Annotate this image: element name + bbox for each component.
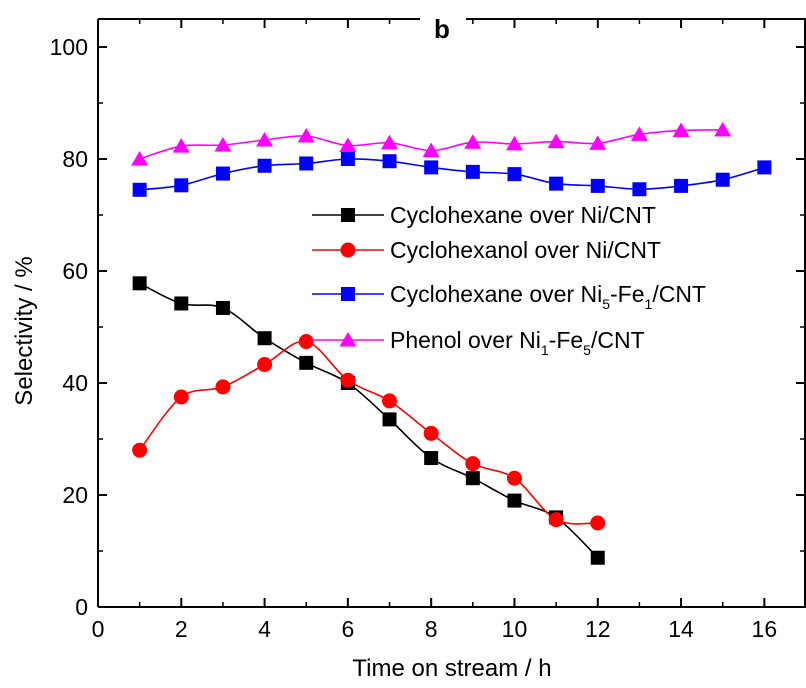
- series-3-point-8: [424, 160, 438, 174]
- series-3-point-5: [299, 156, 313, 170]
- series-2-point-9: [465, 456, 480, 471]
- x-axis-title: Time on stream / h: [352, 655, 551, 682]
- series-line-1: [140, 283, 598, 557]
- series-1-point-4: [258, 331, 272, 345]
- series-3-point-4: [258, 159, 272, 173]
- x-tick-label-9: 16: [752, 616, 778, 642]
- series-4-point-1: [131, 151, 148, 166]
- y-tick-label-3: 40: [62, 370, 88, 396]
- series-2-point-4: [257, 357, 272, 372]
- series-3-point-16: [757, 160, 771, 174]
- series-3-point-11: [549, 177, 563, 191]
- axes: [98, 19, 806, 607]
- x-tick-label-4: 6: [341, 616, 354, 642]
- series-3-point-9: [466, 165, 480, 179]
- legend-entry-2-marker: [341, 243, 356, 258]
- series-2-point-10: [507, 471, 522, 486]
- y-tick-label-5: 80: [62, 146, 88, 172]
- series-3-point-14: [674, 179, 688, 193]
- legend-entry-2-label: Cyclohexanol over Ni/CNT: [390, 237, 661, 263]
- series-2-point-1: [132, 443, 147, 458]
- y-tick-label-1: 0: [75, 594, 88, 620]
- series-2-point-11: [549, 512, 564, 527]
- legend-entry-4-label: Phenol over Ni1-Fe5/CNT: [390, 327, 645, 358]
- series-2-point-8: [424, 426, 439, 441]
- series-3-point-15: [716, 173, 730, 187]
- series-3-point-2: [174, 178, 188, 192]
- series-2-point-2: [174, 390, 189, 405]
- x-tick-label-3: 4: [258, 616, 271, 642]
- legend-entry-1-label: Cyclohexane over Ni/CNT: [390, 202, 656, 228]
- series-line-2: [140, 341, 598, 524]
- x-tick-label-2: 2: [175, 616, 188, 642]
- series-1-point-1: [133, 276, 147, 290]
- series-3-point-10: [507, 167, 521, 181]
- legend: Cyclohexane over Ni/CNT Cyclohexanol over…: [312, 202, 706, 358]
- y-tick-label-4: 60: [62, 258, 88, 284]
- y-tick-label-6: 100: [50, 34, 88, 60]
- legend-entry-3-marker: [341, 287, 355, 301]
- y-axis-title: Selectivity / %: [11, 256, 38, 405]
- series-2-point-12: [590, 516, 605, 531]
- series-4-point-11: [548, 134, 565, 149]
- series-2-point-3: [215, 379, 230, 394]
- series-1-point-2: [174, 296, 188, 310]
- series-3-point-12: [591, 179, 605, 193]
- series-3-point-1: [133, 183, 147, 197]
- series-1-point-8: [424, 451, 438, 465]
- series-line-3: [140, 159, 765, 190]
- series-3-point-7: [383, 154, 397, 168]
- series-3-point-3: [216, 167, 230, 181]
- series-1-point-3: [216, 301, 230, 315]
- legend-entry-3-label: Cyclohexane over Ni5-Fe1/CNT: [390, 281, 706, 312]
- panel-label: b: [434, 14, 450, 44]
- series-1-point-7: [383, 412, 397, 426]
- series-2-point-5: [299, 334, 314, 349]
- series-2-point-6: [340, 373, 355, 388]
- series-1-point-5: [299, 356, 313, 370]
- series-1-point-9: [466, 471, 480, 485]
- series-3-point-6: [341, 152, 355, 166]
- x-tick-label-8: 14: [668, 616, 694, 642]
- x-tick-label-5: 8: [425, 616, 438, 642]
- x-tick-label-7: 12: [585, 616, 611, 642]
- series-1-point-10: [507, 494, 521, 508]
- series-3-point-13: [632, 182, 646, 196]
- y-tick-label-2: 20: [62, 482, 88, 508]
- x-tick-label-6: 10: [502, 616, 528, 642]
- series-1-point-12: [591, 551, 605, 565]
- series-2-point-7: [382, 393, 397, 408]
- legend-entry-1-marker: [341, 208, 355, 222]
- x-tick-label-1: 0: [92, 616, 105, 642]
